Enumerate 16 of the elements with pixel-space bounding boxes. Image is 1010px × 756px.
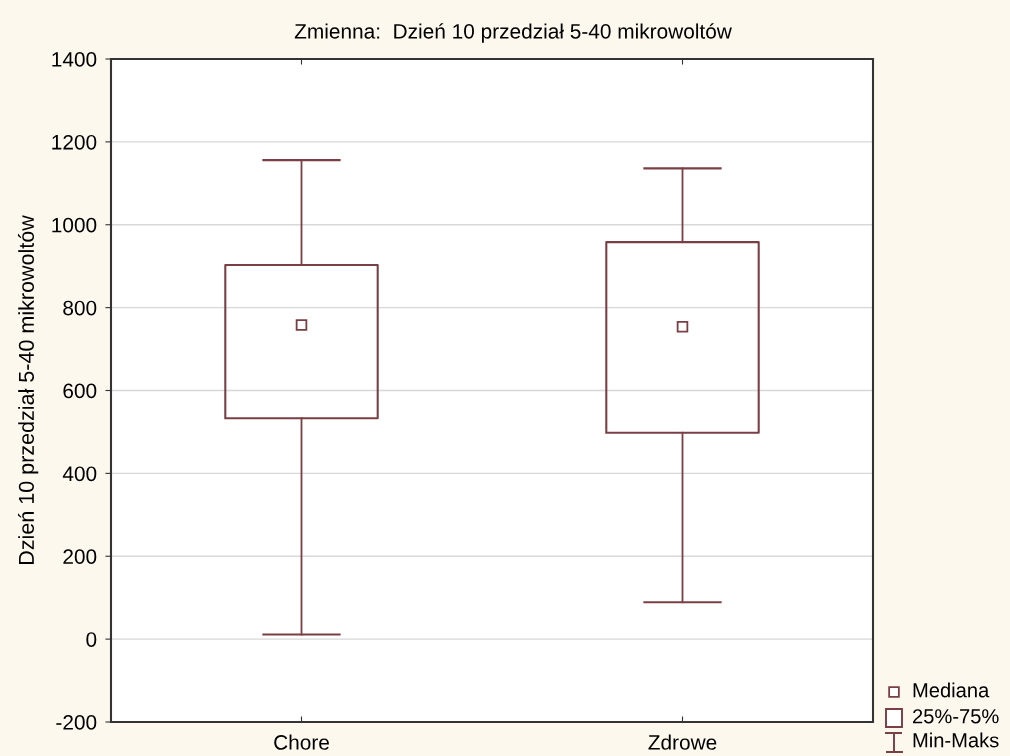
y-tick-label: -200 xyxy=(56,715,97,730)
chart-title: Zmienna: Dzień 10 przedział 5-40 mikrowoltów xyxy=(294,23,732,43)
text: Mediana xyxy=(913,682,990,698)
text: Min-Maks xyxy=(913,732,999,748)
y-tick-label: 1200 xyxy=(52,134,97,150)
y-tick-label: 1400 xyxy=(52,52,97,67)
y-tick-label: 1000 xyxy=(52,217,97,233)
y-tick-label: 800 xyxy=(63,300,97,316)
y-tick-label: 200 xyxy=(63,549,97,564)
y-tick-label: 400 xyxy=(62,466,97,482)
y-axis-title: Dzień 10 przedział 5-40 mikrowoltów xyxy=(17,215,39,565)
y-tick-label: 600 xyxy=(63,383,97,399)
text: 25%-75% xyxy=(913,709,999,724)
x-tick-label: Zdrowe xyxy=(648,734,717,750)
x-tick-label: Chore xyxy=(274,734,329,750)
y-tick-label: 0 xyxy=(86,632,97,647)
